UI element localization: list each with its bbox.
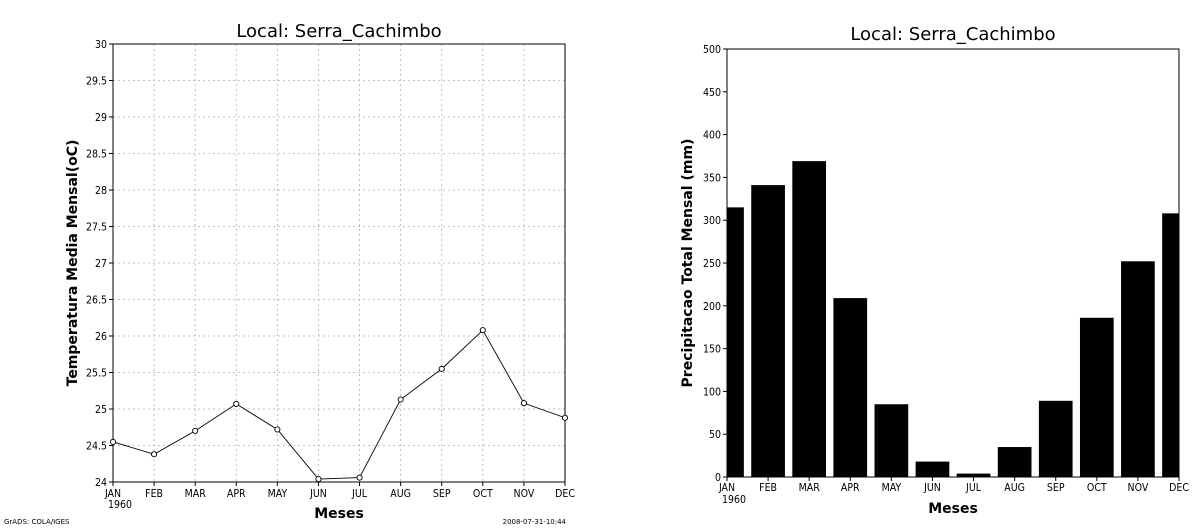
- temperature-series: [109, 327, 569, 483]
- precipitation-x-tick-label: DEC: [1169, 482, 1189, 494]
- precipitation-y-tick-label: 100: [703, 386, 721, 398]
- temperature-point: [109, 438, 117, 445]
- temperature-x-axis-title: Meses: [314, 506, 364, 522]
- precipitation-y-tick-label: 150: [703, 344, 721, 356]
- precipitation-y-tick-label: 450: [703, 87, 721, 99]
- temperature-point: [192, 427, 199, 434]
- temperature-y-tick-label: 26: [95, 331, 107, 343]
- temperature-y-tick-label: 25: [95, 404, 107, 416]
- precipitation-bar: [997, 447, 1032, 477]
- temperature-x-tick-label: OCT: [473, 488, 493, 500]
- precipitation-x-tick-label: JAN: [718, 482, 735, 494]
- temperature-x-tick-label: JUN: [309, 488, 327, 500]
- temperature-y-tick-label: 30: [95, 39, 107, 51]
- temperature-point: [479, 327, 486, 334]
- precipitation-x-tick-label: NOV: [1128, 482, 1149, 494]
- precipitation-x-tick-label: JUN: [923, 482, 941, 494]
- precipitation-x-tick-label: AUG: [1004, 482, 1025, 494]
- temperature-y-tick-label: 29: [95, 112, 107, 124]
- precipitation-bar-chart: Local: Serra_Cachimbo 0 50 100 150 200 250 300…: [680, 24, 1189, 517]
- temperature-y-tick-label: 28.5: [86, 149, 107, 161]
- temperature-x-tick-label: APR: [227, 488, 246, 500]
- precipitation-bar: [956, 473, 991, 477]
- precipitation-bar: [751, 185, 785, 477]
- precipitation-chart-title: Local: Serra_Cachimbo: [850, 24, 1055, 45]
- temperature-x-tick-label: AUG: [390, 488, 411, 500]
- temperature-x-tick-label: MAR: [185, 488, 207, 500]
- precipitation-x-axis-title: Meses: [928, 501, 978, 517]
- precipitation-x-tick-label: OCT: [1087, 482, 1107, 494]
- temperature-point: [438, 365, 445, 372]
- precipitation-y-tick-label: 400: [703, 130, 721, 142]
- temperature-x-axis: JAN FEB MAR APR MAY JUN JUL AUG SEP OCT NOV DEC: [104, 482, 575, 500]
- temperature-y-tick-label: 27: [95, 258, 107, 270]
- temperature-x-tick-label: JUL: [351, 488, 368, 500]
- temperature-y-axis-title: Temperatura Media Mensal(oC): [65, 140, 81, 387]
- temperature-y-tick-label: 24: [95, 477, 107, 489]
- precipitation-bar: [727, 207, 744, 478]
- precipitation-bar: [1079, 317, 1114, 477]
- temperature-x-tick-label: DEC: [555, 488, 575, 500]
- temperature-y-tick-label: 26.5: [86, 295, 107, 307]
- temperature-y-tick-label: 29.5: [86, 76, 107, 88]
- temperature-point: [561, 414, 569, 421]
- precipitation-bar: [874, 404, 909, 477]
- temperature-point: [151, 451, 158, 458]
- temperature-year-label: 1960: [108, 499, 132, 511]
- precipitation-x-tick-label: APR: [841, 482, 860, 494]
- precipitation-y-tick-label: 200: [703, 301, 721, 313]
- temperature-series-line: [112, 329, 566, 480]
- footer-timestamp: 2008-07-31-10:44: [503, 518, 567, 526]
- temperature-line-chart: Local: Serra_Cachimbo 24 24.5 25 25.5 26 26.5…: [4, 21, 575, 526]
- precipitation-bar: [792, 161, 827, 478]
- footer-source: GrADS: COLA/IGES: [4, 518, 70, 526]
- temperature-point: [356, 474, 363, 481]
- temperature-gridlines: [113, 44, 565, 482]
- temperature-y-tick-label: 24.5: [86, 441, 107, 453]
- temperature-x-tick-label: MAY: [268, 488, 288, 500]
- precipitation-y-tick-label: 250: [703, 258, 721, 270]
- precipitation-bar: [915, 461, 950, 477]
- temperature-point: [315, 476, 322, 483]
- temperature-y-axis: 24 24.5 25 25.5 26 26.5 27 27.5 28 28.5 29 29.5 30: [86, 39, 113, 489]
- precipitation-y-tick-label: 350: [703, 172, 721, 184]
- precipitation-x-axis: JAN FEB MAR APR MAY JUN JUL AUG SEP OCT NOV DEC: [718, 477, 1189, 494]
- temperature-point: [520, 400, 527, 407]
- precipitation-bar: [833, 298, 868, 477]
- temperature-chart-title: Local: Serra_Cachimbo: [236, 21, 441, 42]
- precipitation-y-axis-title: Precipitacao Total Mensal (mm): [680, 139, 696, 388]
- precipitation-bar: [1121, 261, 1155, 477]
- temperature-x-tick-label: JAN: [104, 488, 121, 500]
- precipitation-y-axis: 0 50 100 150 200 250 300 350 400 450 500: [703, 44, 727, 484]
- temperature-y-tick-label: 27.5: [86, 222, 107, 234]
- precipitation-y-tick-label: 500: [703, 44, 721, 56]
- temperature-x-tick-label: SEP: [433, 488, 451, 500]
- temperature-x-tick-label: FEB: [145, 488, 163, 500]
- precipitation-year-label: 1960: [722, 494, 746, 506]
- temperature-y-tick-label: 28: [95, 185, 107, 197]
- precipitation-y-tick-label: 0: [715, 472, 721, 484]
- temperature-point: [233, 400, 240, 407]
- precipitation-x-tick-label: MAR: [799, 482, 821, 494]
- temperature-x-tick-label: NOV: [514, 488, 535, 500]
- temperature-point: [397, 396, 404, 403]
- precipitation-x-tick-label: FEB: [759, 482, 777, 494]
- precipitation-x-tick-label: MAY: [882, 482, 902, 494]
- precipitation-x-tick-label: JUL: [965, 482, 982, 494]
- temperature-y-tick-label: 25.5: [86, 368, 107, 380]
- precipitation-bar: [1038, 400, 1073, 477]
- precipitation-y-tick-label: 50: [709, 429, 721, 441]
- temperature-point: [274, 426, 281, 433]
- precipitation-series: [727, 161, 1179, 478]
- precipitation-bar: [1162, 213, 1179, 478]
- precipitation-y-tick-label: 300: [703, 215, 721, 227]
- precipitation-x-tick-label: SEP: [1047, 482, 1065, 494]
